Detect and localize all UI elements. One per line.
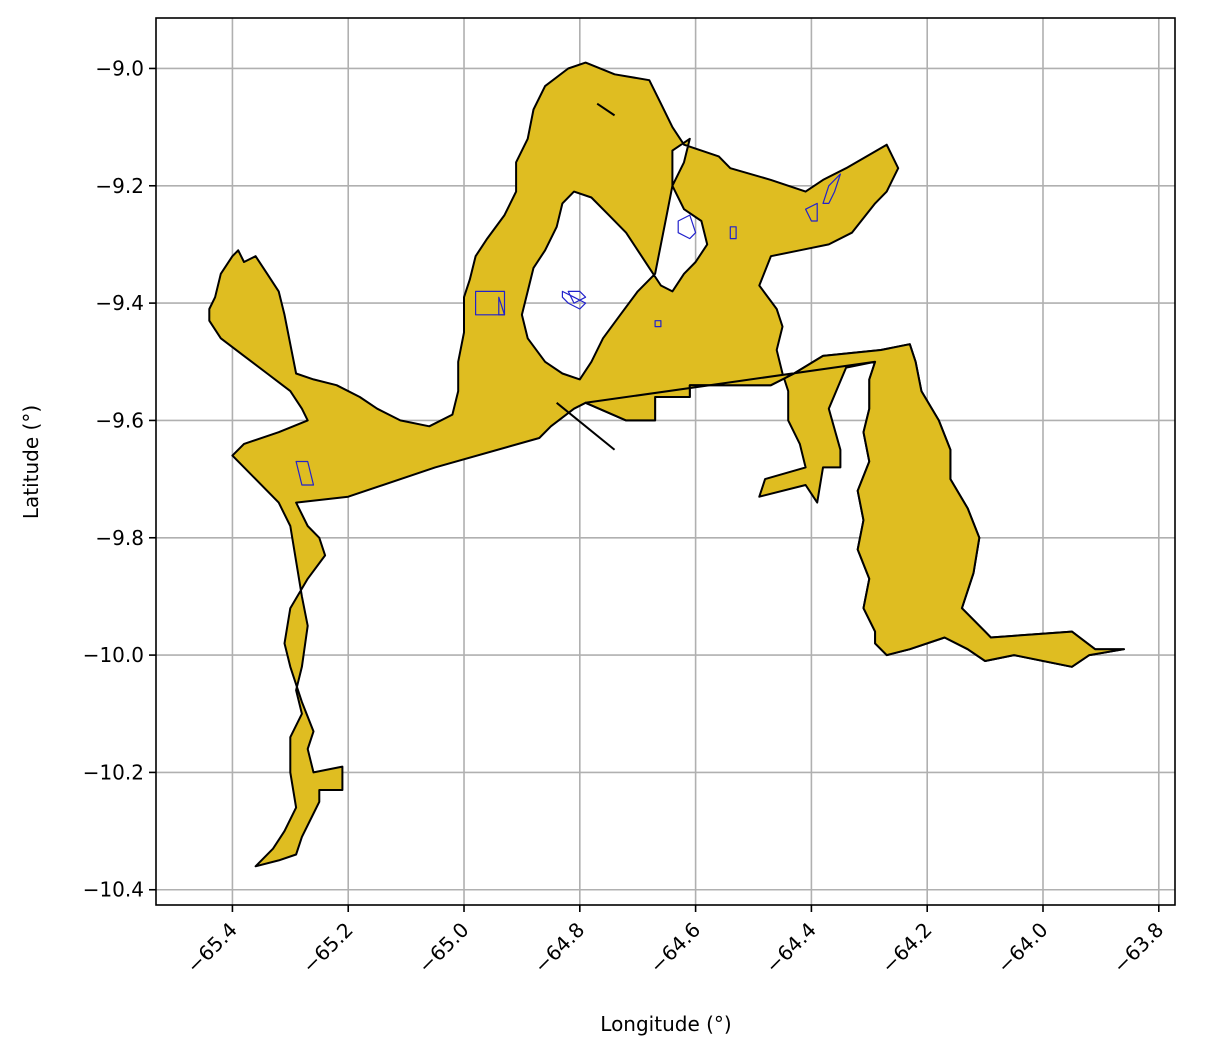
boundary-segment (556, 402, 616, 451)
boundary-segment (596, 102, 616, 117)
inner-boundary (654, 320, 662, 328)
inner-boundary (498, 296, 506, 316)
y-tick-label: −9.2 (95, 174, 144, 198)
map-regions (208, 61, 1125, 868)
region-east-outline (584, 343, 1125, 668)
y-tick-label: −10.2 (83, 760, 144, 784)
y-tick-label: −9.6 (95, 408, 144, 432)
inner-boundary (729, 226, 737, 240)
y-tick-label: −10.0 (83, 643, 144, 667)
inner-boundary (805, 202, 818, 222)
inner-boundary (561, 290, 587, 310)
y-axis-ticks: −9.0 −9.2 −9.4 −9.6 −9.8 −10.0 −10.2 −10.4 (83, 56, 156, 902)
inner-boundary (567, 290, 587, 304)
y-tick-label: −9.4 (95, 291, 144, 315)
inner-boundary (677, 214, 697, 240)
y-tick-label: −9.0 (95, 56, 144, 80)
x-axis-title: Longitude (°) (600, 1012, 731, 1036)
y-tick-label: −9.8 (95, 526, 144, 550)
y-axis-title: Latitude (°) (19, 405, 43, 519)
inner-boundary (295, 460, 315, 486)
plot-frame (155, 17, 1176, 906)
y-tick-label: −10.4 (83, 878, 144, 902)
inner-boundary (822, 173, 841, 204)
